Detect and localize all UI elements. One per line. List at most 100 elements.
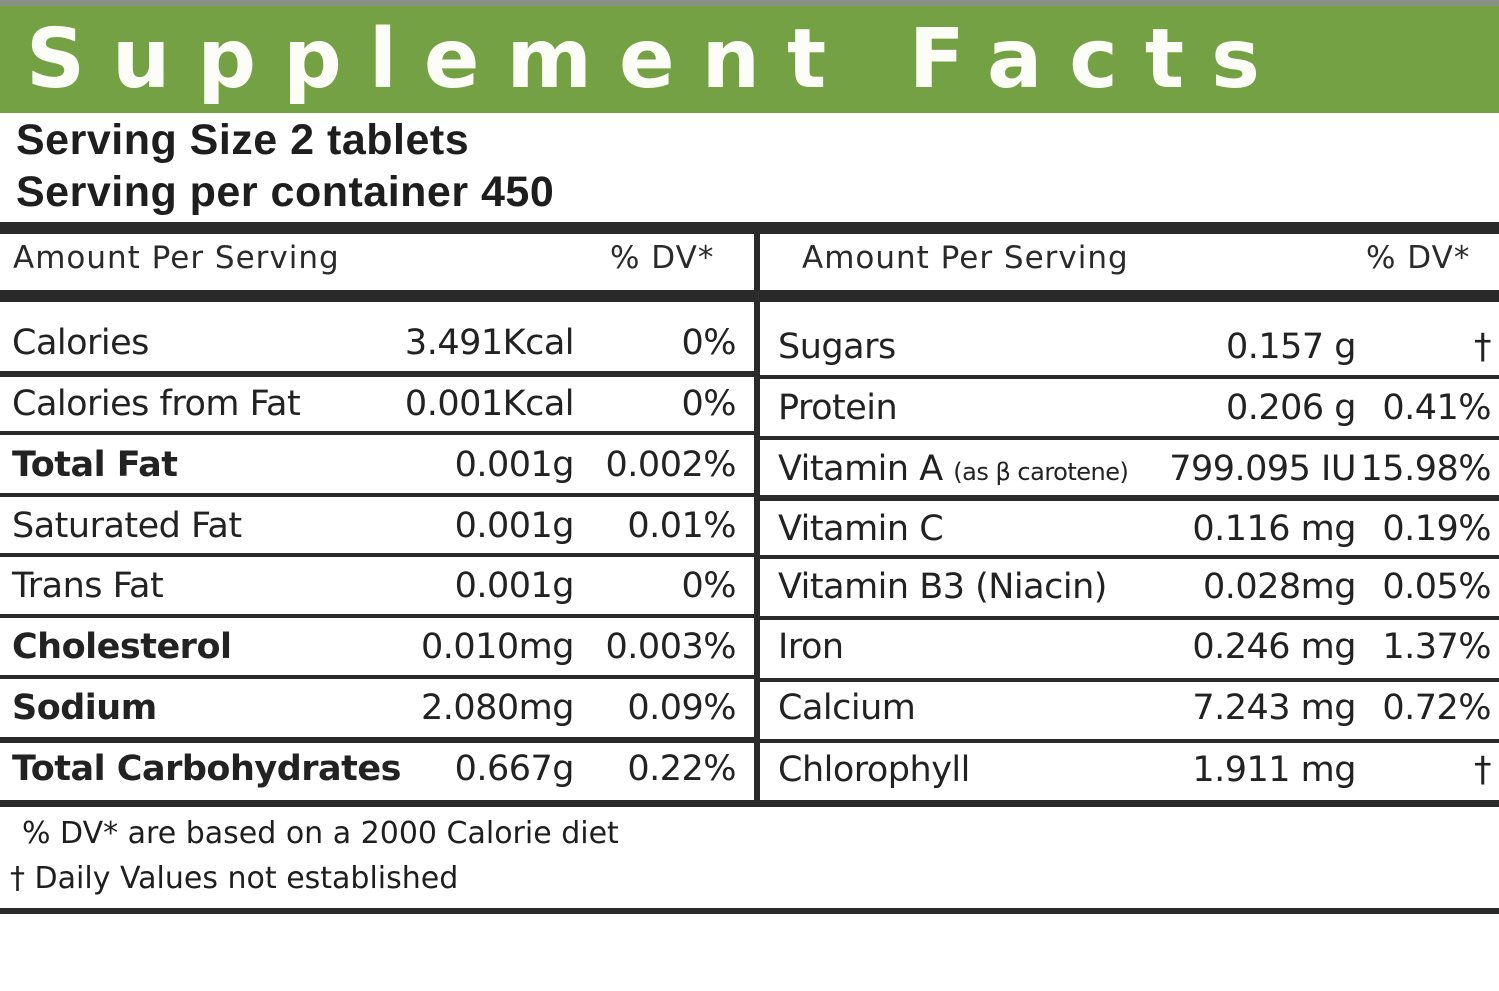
nutrient-amount: 2.080mg — [420, 688, 575, 728]
table-row: Total Fat 0.001g 0.002% — [0, 436, 754, 494]
nutrient-name: Sodium — [12, 688, 157, 728]
divider-thick — [0, 222, 1499, 234]
row-divider — [760, 495, 1499, 501]
row-divider — [0, 614, 754, 618]
table-row: Sodium 2.080mg 0.09% — [0, 679, 754, 737]
table-row: Trans Fat 0.001g 0% — [0, 557, 754, 615]
row-divider — [760, 678, 1499, 682]
divider-thick — [0, 290, 1499, 302]
table-row: Sugars 0.157 g † — [760, 318, 1499, 376]
row-divider — [0, 431, 754, 435]
nutrient-amount: 7.243 mg — [1192, 688, 1356, 728]
nutrient-dv: 0.41% — [1382, 388, 1491, 428]
nutrient-name-text: Vitamin B3 (Niacin) — [778, 567, 1107, 607]
nutrient-amount: 0.116 mg — [1192, 509, 1356, 549]
row-divider — [0, 553, 754, 557]
nutrient-dv: 0.19% — [1382, 509, 1491, 549]
nutrient-amount: 0.001g — [454, 445, 575, 485]
nutrient-dv: † — [1474, 327, 1492, 367]
nutrient-dv: 0% — [681, 566, 736, 606]
nutrient-name-text: Vitamin C — [778, 509, 944, 549]
divider-bottom — [0, 908, 1499, 914]
nutrient-name: Total Fat — [12, 445, 178, 485]
nutrient-amount: 0.667g — [454, 749, 575, 789]
table-row: Vitamin C 0.116 mg 0.19% — [760, 500, 1499, 558]
nutrient-dv: 0.002% — [605, 445, 737, 485]
nutrient-qualifier: (as β carotene) — [953, 458, 1129, 486]
nutrient-dv: 0.09% — [627, 688, 736, 728]
nutrient-name: Protein — [778, 388, 898, 428]
nutrient-amount: 0.206 g — [1225, 388, 1357, 428]
nutrient-amount: 1.911 mg — [1192, 750, 1356, 790]
nutrient-dv: 0.003% — [605, 627, 737, 667]
nutrient-name: Trans Fat — [12, 566, 164, 606]
nutrient-amount: 0.028mg — [1202, 567, 1357, 607]
nutrient-name: Iron — [778, 627, 844, 667]
left-amount-header: Amount Per Serving — [13, 240, 340, 276]
nutrient-name: Sugars — [778, 327, 896, 367]
table-row: Chlorophyll 1.911 mg † — [760, 741, 1499, 799]
nutrient-dv: 0% — [681, 384, 736, 424]
nutrient-dv: 1.37% — [1382, 627, 1491, 667]
table-row: Vitamin B3 (Niacin) 0.028mg 0.05% — [760, 558, 1499, 616]
row-divider — [760, 375, 1499, 379]
nutrient-name: Vitamin B3 (Niacin) — [778, 567, 1107, 607]
nutrient-dv: 0.22% — [627, 749, 736, 789]
nutrient-amount: 799.095 IU — [1169, 449, 1356, 489]
nutrient-name: Calories from Fat — [12, 384, 301, 424]
nutrient-amount: 3.491Kcal — [404, 323, 575, 363]
nutrient-amount: 0.246 mg — [1192, 627, 1356, 667]
row-divider — [0, 675, 754, 679]
nutrient-name-text: Calcium — [778, 688, 916, 728]
table-row: Protein 0.206 g 0.41% — [760, 379, 1499, 437]
nutrient-name-text: Chlorophyll — [778, 750, 970, 790]
table-row: Cholesterol 0.010mg 0.003% — [0, 618, 754, 676]
nutrient-amount: 0.001Kcal — [404, 384, 575, 424]
nutrient-amount: 0.157 g — [1225, 327, 1357, 367]
nutrient-name: Vitamin A (as β carotene) — [778, 449, 1129, 489]
right-amount-header: Amount Per Serving — [802, 240, 1129, 276]
table-row: Iron 0.246 mg 1.37% — [760, 618, 1499, 676]
divider-table-bottom — [0, 800, 1499, 807]
table-row: Calories 3.491Kcal 0% — [0, 314, 754, 372]
row-divider — [0, 371, 754, 377]
title-band — [0, 6, 1499, 113]
nutrient-dv: † — [1474, 750, 1492, 790]
nutrient-dv: 0.72% — [1382, 688, 1491, 728]
nutrient-amount: 0.001g — [454, 506, 575, 546]
nutrient-name-text: Vitamin A — [778, 449, 943, 489]
row-divider — [760, 739, 1499, 743]
nutrient-amount: 0.010mg — [420, 627, 575, 667]
nutrient-name: Cholesterol — [12, 627, 232, 667]
column-divider — [754, 234, 760, 806]
nutrient-dv: 0% — [681, 323, 736, 363]
nutrient-name: Vitamin C — [778, 509, 944, 549]
table-row: Calcium 7.243 mg 0.72% — [760, 679, 1499, 737]
nutrient-dv: 15.98% — [1360, 449, 1492, 489]
nutrient-name-text: Sugars — [778, 327, 896, 367]
table-row: Vitamin A (as β carotene) 799.095 IU 15.98… — [760, 440, 1499, 498]
table-row: Total Carbohydrates 0.667g 0.22% — [0, 740, 754, 798]
nutrient-name: Chlorophyll — [778, 750, 970, 790]
row-divider — [760, 555, 1499, 559]
table-row: Saturated Fat 0.001g 0.01% — [0, 497, 754, 555]
top-border — [0, 0, 1499, 6]
row-divider — [760, 436, 1499, 440]
label-title: Supplement Facts — [26, 12, 1287, 107]
serving-size: Serving Size 2 tablets — [16, 116, 470, 164]
nutrient-name: Calcium — [778, 688, 916, 728]
footnote-dv-basis: % DV* are based on a 2000 Calorie diet — [22, 816, 619, 851]
nutrient-name-text: Iron — [778, 627, 844, 667]
row-divider — [0, 737, 754, 743]
table-row: Calories from Fat 0.001Kcal 0% — [0, 375, 754, 433]
nutrient-dv: 0.01% — [627, 506, 736, 546]
row-divider — [760, 616, 1499, 620]
footnote-not-established: † Daily Values not established — [10, 861, 459, 896]
nutrient-amount: 0.001g — [454, 566, 575, 606]
row-divider — [0, 493, 754, 497]
nutrient-name: Total Carbohydrates — [12, 749, 401, 789]
nutrient-dv: 0.05% — [1382, 567, 1491, 607]
servings-per-container: Serving per container 450 — [16, 168, 555, 216]
nutrient-name-text: Protein — [778, 388, 898, 428]
right-dv-header: % DV* — [1366, 240, 1471, 276]
